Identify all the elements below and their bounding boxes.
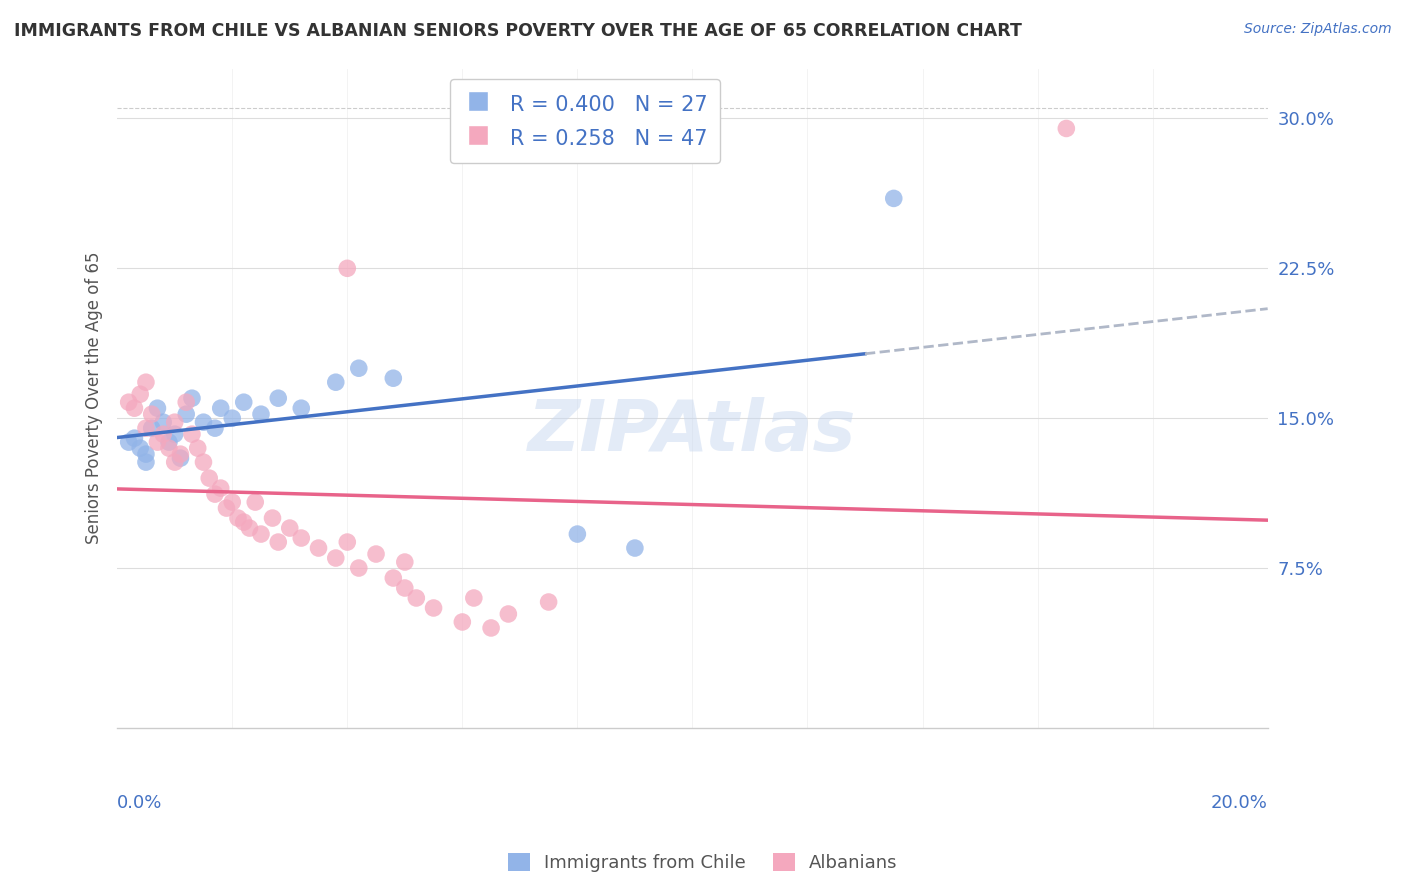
Point bbox=[245, 495, 267, 509]
Point bbox=[537, 595, 560, 609]
Point bbox=[347, 361, 370, 376]
Point bbox=[169, 451, 191, 466]
Point bbox=[181, 391, 204, 405]
Point bbox=[129, 441, 152, 455]
Point bbox=[308, 541, 330, 555]
Point bbox=[325, 375, 347, 389]
Point bbox=[157, 435, 180, 450]
Point bbox=[451, 615, 474, 629]
Point bbox=[163, 455, 186, 469]
Point bbox=[250, 527, 273, 541]
Point bbox=[209, 401, 232, 416]
Point bbox=[238, 521, 260, 535]
Text: 0.0%: 0.0% bbox=[117, 794, 163, 812]
Point bbox=[135, 421, 157, 435]
Point bbox=[336, 535, 359, 549]
Point bbox=[129, 387, 152, 401]
Point bbox=[883, 191, 905, 205]
Point bbox=[267, 535, 290, 549]
Point bbox=[163, 415, 186, 429]
Point bbox=[152, 427, 174, 442]
Point bbox=[567, 527, 589, 541]
Point bbox=[152, 415, 174, 429]
Point bbox=[146, 401, 169, 416]
Point bbox=[267, 391, 290, 405]
Point bbox=[204, 421, 226, 435]
Point bbox=[204, 487, 226, 501]
Point bbox=[163, 427, 186, 442]
Point bbox=[215, 501, 238, 516]
Legend: R = 0.400   N = 27, R = 0.258   N = 47: R = 0.400 N = 27, R = 0.258 N = 47 bbox=[450, 78, 720, 163]
Point bbox=[221, 411, 243, 425]
Point bbox=[141, 421, 163, 435]
Point bbox=[157, 441, 180, 455]
Point bbox=[226, 511, 249, 525]
Point bbox=[382, 571, 405, 585]
Point bbox=[394, 581, 416, 595]
Point bbox=[479, 621, 502, 635]
Point bbox=[118, 435, 141, 450]
Point bbox=[135, 455, 157, 469]
Point bbox=[498, 607, 520, 621]
Text: ZIPAtlas: ZIPAtlas bbox=[529, 397, 856, 466]
Point bbox=[193, 415, 215, 429]
Point bbox=[124, 401, 146, 416]
Point bbox=[364, 547, 387, 561]
Point bbox=[232, 395, 254, 409]
Point bbox=[336, 261, 359, 276]
Point bbox=[198, 471, 221, 485]
Text: 20.0%: 20.0% bbox=[1211, 794, 1268, 812]
Text: Source: ZipAtlas.com: Source: ZipAtlas.com bbox=[1244, 22, 1392, 37]
Point bbox=[262, 511, 284, 525]
Point bbox=[325, 551, 347, 566]
Point bbox=[1054, 121, 1077, 136]
Point bbox=[382, 371, 405, 385]
Point bbox=[174, 407, 197, 421]
Point bbox=[278, 521, 301, 535]
Point bbox=[169, 447, 191, 461]
Point bbox=[193, 455, 215, 469]
Point bbox=[250, 407, 273, 421]
Text: IMMIGRANTS FROM CHILE VS ALBANIAN SENIORS POVERTY OVER THE AGE OF 65 CORRELATION: IMMIGRANTS FROM CHILE VS ALBANIAN SENIOR… bbox=[14, 22, 1022, 40]
Point bbox=[181, 427, 204, 442]
Point bbox=[347, 561, 370, 575]
Point bbox=[187, 441, 209, 455]
Y-axis label: Seniors Poverty Over the Age of 65: Seniors Poverty Over the Age of 65 bbox=[86, 252, 103, 544]
Point bbox=[146, 435, 169, 450]
Point bbox=[394, 555, 416, 569]
Point bbox=[135, 447, 157, 461]
Point bbox=[124, 431, 146, 445]
Point bbox=[221, 495, 243, 509]
Point bbox=[463, 591, 485, 605]
Point bbox=[174, 395, 197, 409]
Point bbox=[118, 395, 141, 409]
Point bbox=[232, 515, 254, 529]
Point bbox=[405, 591, 427, 605]
Point bbox=[209, 481, 232, 495]
Point bbox=[141, 407, 163, 421]
Point bbox=[290, 401, 312, 416]
Point bbox=[422, 601, 444, 615]
Legend: Immigrants from Chile, Albanians: Immigrants from Chile, Albanians bbox=[499, 844, 907, 881]
Point bbox=[135, 375, 157, 389]
Point bbox=[624, 541, 647, 555]
Point bbox=[290, 531, 312, 545]
